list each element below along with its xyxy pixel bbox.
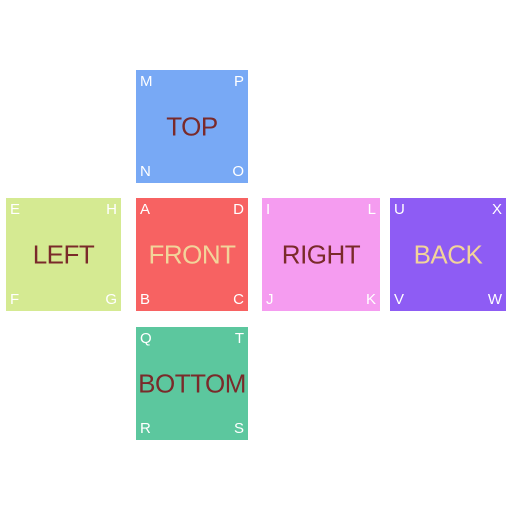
corner-label: M [140,73,153,90]
corner-label: L [367,201,376,218]
face-right: I L RIGHT J K [262,198,380,311]
corner-label: W [487,291,502,308]
corner-label: G [105,291,117,308]
face-front: A D FRONT B C [136,198,248,311]
face-top-label: TOP [166,111,218,141]
corner-label: S [233,420,244,437]
face-back-label: BACK [413,239,483,269]
corner-label: X [491,201,502,218]
corner-label: B [140,291,151,308]
corner-label: C [233,291,244,308]
corner-label: K [365,291,376,308]
corner-label: P [233,73,244,90]
face-left-label: LEFT [32,239,95,269]
face-left: E H LEFT F G [6,198,121,311]
corner-label: T [234,330,244,347]
face-front-label: FRONT [148,239,236,269]
face-right-label: RIGHT [281,239,361,269]
corner-label: F [10,291,20,308]
corner-label: I [266,201,271,218]
corner-label: Q [140,330,152,347]
corner-label: N [140,163,151,180]
corner-label: E [10,201,21,218]
corner-label: O [232,163,244,180]
corner-label: D [233,201,244,218]
corner-label: H [106,201,117,218]
face-bottom-label: BOTTOM [138,368,246,398]
corner-label: A [140,201,151,218]
corner-label: U [394,201,405,218]
face-top: M P TOP N O [136,70,248,183]
face-back: U X BACK V W [390,198,506,311]
corner-label: R [140,420,151,437]
corner-label: J [266,291,274,308]
corner-label: V [394,291,405,308]
face-bottom: Q T BOTTOM R S [136,327,248,440]
